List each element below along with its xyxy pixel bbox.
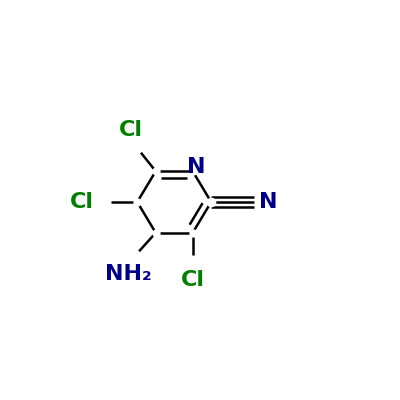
- Text: N: N: [186, 156, 205, 176]
- Text: N: N: [259, 192, 278, 212]
- Text: Cl: Cl: [181, 270, 205, 290]
- Text: Cl: Cl: [119, 120, 143, 140]
- Text: NH₂: NH₂: [105, 264, 151, 284]
- Text: Cl: Cl: [70, 192, 94, 212]
